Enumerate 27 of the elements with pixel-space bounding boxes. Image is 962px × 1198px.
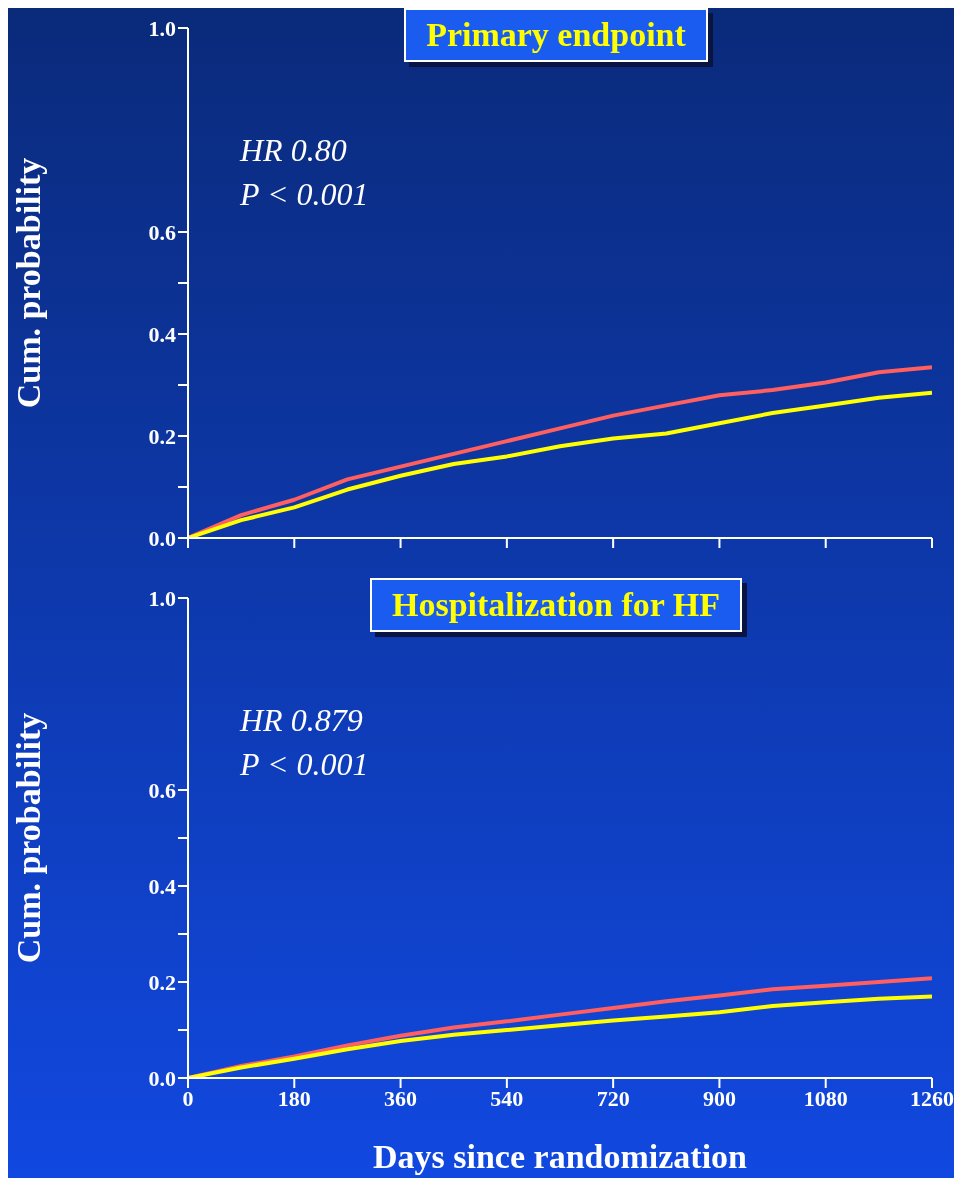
x-axis-title: Days since randomization xyxy=(373,1138,748,1175)
x-tick-label: 1260 xyxy=(910,1085,954,1111)
y-tick-label: 0.6 xyxy=(148,777,176,803)
y-tick-label: 0.0 xyxy=(148,1065,176,1091)
annotation: P < 0.001 xyxy=(240,175,369,214)
annotation: HR 0.80 xyxy=(240,131,348,170)
x-tick-label: 900 xyxy=(702,1085,736,1111)
y-tick-label: 0.0 xyxy=(148,525,176,551)
x-tick-label: 180 xyxy=(277,1085,311,1111)
y-tick-label: 0.6 xyxy=(148,219,176,245)
chart-title: Hospitalization for HF xyxy=(369,578,743,632)
x-tick-label: 720 xyxy=(596,1085,630,1111)
x-tick-label: 1080 xyxy=(803,1085,848,1111)
annotation: HR 0.879 xyxy=(240,701,364,740)
y-axis-title: Cum. probability xyxy=(10,712,48,964)
chart-title: Primary endpoint xyxy=(404,8,708,62)
y-tick-label: 1.0 xyxy=(148,15,176,41)
y-tick-label: 0.4 xyxy=(148,321,176,347)
x-tick-label: 540 xyxy=(490,1085,524,1111)
annotation: P < 0.001 xyxy=(240,745,369,784)
x-tick-label: 0 xyxy=(182,1085,194,1111)
x-tick-label: 360 xyxy=(384,1085,418,1111)
y-tick-label: 0.4 xyxy=(148,873,176,899)
y-tick-label: 0.2 xyxy=(148,969,176,995)
y-tick-label: 0.2 xyxy=(148,423,176,449)
y-tick-label: 1.0 xyxy=(148,585,176,611)
y-axis-title: Cum. probability xyxy=(10,157,48,409)
